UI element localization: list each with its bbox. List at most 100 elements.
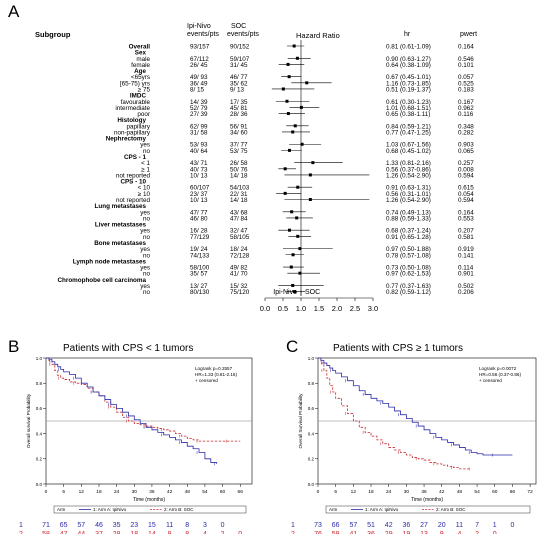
km-y-tick-label: 0.6	[36, 406, 43, 411]
forest-ipinivo-events: 26/ 45	[190, 62, 208, 69]
forest-point-estimate	[293, 124, 297, 128]
forest-favour-right: SOC	[305, 289, 320, 296]
forest-p-value: 0.057	[458, 74, 474, 81]
forest-ipinivo-events: 74/133	[190, 252, 210, 259]
km-x-tick-label: 36	[421, 489, 427, 495]
forest-p-value: 0.054	[458, 191, 474, 198]
forest-row-label: non-papillary	[114, 129, 151, 136]
forest-soc-events: 22/ 31	[230, 191, 248, 198]
km-risk-value-a: 11	[166, 522, 173, 529]
km-x-tick-label: 0	[317, 489, 320, 495]
forest-x-tick-label: 0.5	[278, 304, 288, 313]
forest-hr-value: 1.26 (0.54-2.90)	[386, 197, 431, 204]
forest-ipinivo-events: 10/ 13	[190, 197, 208, 204]
km-x-tick-label: 66	[238, 489, 244, 495]
forest-ipinivo-events: 80/130	[190, 289, 210, 296]
km-risk-value-a: 0	[510, 522, 514, 529]
forest-ipinivo-events: 67/112	[190, 56, 209, 63]
km-risk-value-b: 44	[77, 531, 85, 534]
forest-p-value: 0.008	[458, 166, 474, 173]
forest-point-estimate	[311, 161, 315, 165]
km-stat-text: + censored	[479, 378, 502, 383]
forest-row-label: ≥ 10	[138, 191, 151, 198]
forest-hr-value: 0.51 (0.19-1.37)	[386, 86, 431, 93]
km-x-tick-label: 6	[62, 489, 65, 495]
header-pwert: pwert	[460, 31, 477, 38]
forest-soc-events: 31/ 45	[230, 62, 248, 69]
forest-ipinivo-events: 10/ 13	[190, 172, 208, 179]
km-x-tick-label: 18	[96, 489, 102, 495]
forest-row-label: Chromophobe cell carcinoma	[57, 277, 146, 284]
km-risk-value-a: 65	[60, 522, 68, 529]
forest-ipinivo-events: 35/ 57	[190, 271, 208, 278]
forest-hr-value: 0.67 (0.45-1.01)	[386, 74, 431, 81]
forest-row-label: Histology	[117, 117, 146, 124]
forest-hr-value: 0.77 (0.47-1.25)	[386, 129, 431, 136]
km-x-tick-label: 30	[132, 489, 138, 495]
km-y-tick-label: 0.2	[308, 457, 315, 462]
forest-ipinivo-events: 62/ 99	[190, 123, 208, 130]
forest-point-estimate	[308, 173, 312, 177]
forest-ipinivo-events: 47/ 77	[190, 209, 208, 216]
km-curve-arm-a	[318, 357, 513, 456]
forest-soc-events: 9/ 13	[230, 86, 245, 93]
km-curve-arm-a	[46, 357, 218, 464]
km-x-tick-label: 12	[79, 489, 85, 495]
km-x-axis-label: Time (months)	[411, 497, 443, 503]
forest-row-label: yes	[140, 228, 150, 235]
km-risk-value-a: 0	[221, 522, 225, 529]
forest-plot: 0.0 0.5 1.0 1.5 2.0 2.5 3.0 Ipi-Nivo SOC Overall 9…	[57, 40, 474, 313]
forest-soc-events: 45/ 81	[230, 105, 248, 112]
km-risk-value-a: 7	[475, 522, 479, 529]
forest-soc-events: 37/ 77	[230, 142, 248, 149]
forest-soc-events: 17/ 35	[230, 99, 248, 106]
forest-hr-value: 0.81 (0.61-1.09)	[386, 44, 431, 51]
forest-row-label: Overall	[129, 44, 151, 51]
forest-point-estimate	[290, 210, 294, 214]
forest-soc-events: 54/103	[230, 185, 250, 192]
forest-p-value: 0.903	[458, 142, 474, 149]
forest-ipinivo-events: 43/ 71	[190, 160, 208, 167]
forest-p-value: 0.141	[458, 252, 474, 259]
km-x-tick-label: 54	[202, 489, 208, 495]
km-risk-value-a: 57	[349, 522, 357, 529]
forest-soc-events: 18/ 24	[230, 246, 248, 253]
forest-hr-value: 0.74 (0.49-1.13)	[386, 209, 431, 216]
km-risk-value-b: 47	[60, 531, 68, 534]
km-stat-text: Logrank p=0.2557	[195, 366, 233, 371]
forest-x-tick-label: 3.0	[368, 304, 378, 313]
forest-row-label: yes	[140, 142, 150, 149]
km-plot-c: 0.00.20.40.60.81.00 6 12 18 24 30 36 42 48 54 60 66…	[291, 356, 537, 534]
forest-p-value: 0.116	[458, 111, 474, 118]
forest-point-estimate	[300, 142, 304, 146]
km-y-tick-label: 0.0	[36, 482, 43, 487]
panel-label-c: C	[286, 337, 298, 356]
forest-p-value: 0.164	[458, 44, 474, 51]
forest-hr-value: 0.56 (0.31-1.01)	[386, 191, 431, 198]
forest-hr-value: 0.88 (0.59-1.33)	[386, 215, 431, 222]
km-x-tick-label: 0	[45, 489, 48, 495]
forest-row-label: female	[131, 62, 150, 69]
km-x-tick-label: 30	[404, 489, 410, 495]
forest-hr-value: 0.82 (0.59-1.12)	[386, 289, 431, 296]
forest-row-label: yes	[140, 246, 150, 253]
forest-row-label: [65-75) yrs	[120, 80, 150, 87]
km-x-tick-label: 42	[439, 489, 445, 495]
km-curve-arm-b	[318, 357, 472, 470]
forest-point-estimate	[289, 265, 293, 269]
forest-row-label: not reported	[116, 172, 150, 179]
km-risk-value-b: 28	[113, 531, 121, 534]
forest-p-value: 0.962	[458, 105, 474, 112]
forest-point-estimate	[291, 283, 295, 287]
header-subgroup: Subgroup	[35, 30, 71, 39]
km-y-axis-label: Overall survival Probability	[26, 393, 31, 448]
km-legend-label-a: 1: Arm A: IpiNivo	[365, 507, 399, 512]
km-risk-value-a: 11	[456, 522, 463, 529]
forest-point-estimate	[291, 253, 295, 257]
forest-row-label: CPS - 1	[124, 154, 147, 161]
km-risk-label-a: 1	[19, 522, 23, 529]
km-risk-value-b: 2	[475, 531, 479, 534]
forest-hr-value: 0.91 (0.63-1.31)	[386, 185, 431, 192]
forest-hr-value: 0.61 (0.30-1.23)	[386, 99, 431, 106]
